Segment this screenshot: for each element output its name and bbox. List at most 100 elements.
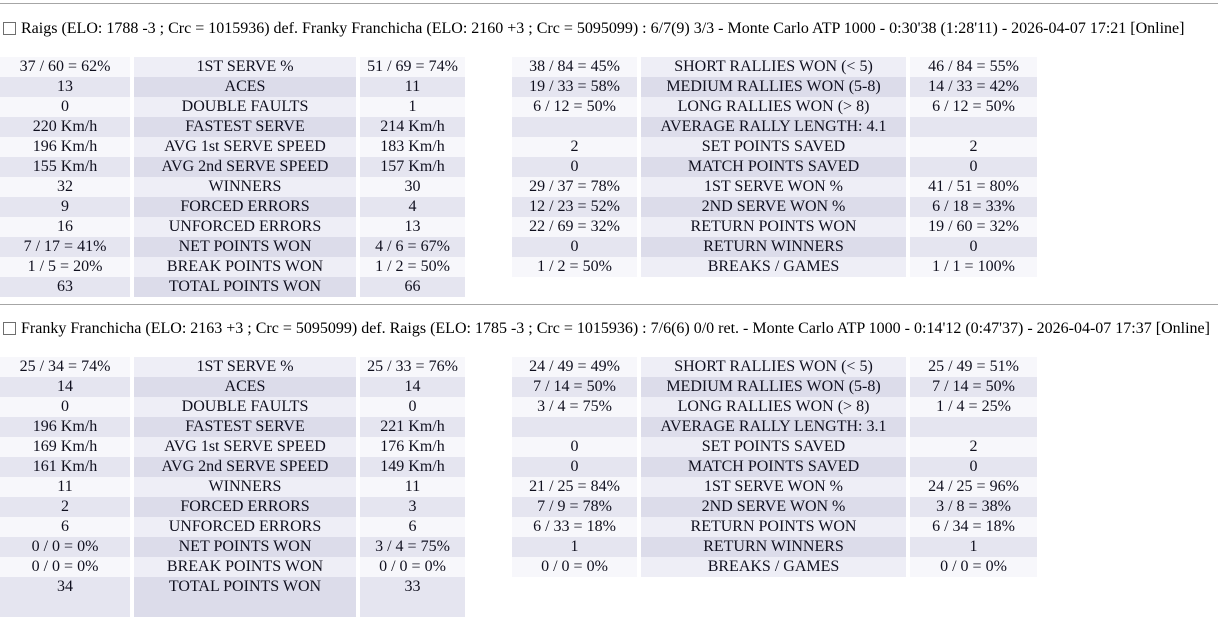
stat-value-p2: 25 / 33 = 76%	[360, 357, 465, 377]
stat-label: ACES	[134, 377, 356, 397]
stat-value-p2: 46 / 84 = 55%	[910, 57, 1037, 77]
rally-stats-table: 24 / 49 = 49% SHORT RALLIES WON (< 5) 25 /…	[512, 357, 1037, 577]
stat-value-p2: 24 / 25 = 96%	[910, 477, 1037, 497]
match-select-checkbox[interactable]	[3, 22, 16, 35]
stat-label: AVERAGE RALLY LENGTH: 3.1	[641, 417, 906, 437]
stat-label: DOUBLE FAULTS	[134, 397, 356, 417]
stat-value-p1: 169 Km/h	[0, 437, 130, 457]
stat-value-p2: 1 / 4 = 25%	[910, 397, 1037, 417]
stat-label: SET POINTS SAVED	[641, 137, 906, 157]
stat-value-p2: 3 / 4 = 75%	[360, 537, 465, 557]
stat-value-p2: 0	[910, 237, 1037, 257]
stat-value-p2: 214 Km/h	[360, 117, 465, 137]
stat-value-p2: 221 Km/h	[360, 417, 465, 437]
stat-value-p2: 2	[910, 437, 1037, 457]
stat-value-p2: 6 / 18 = 33%	[910, 197, 1037, 217]
stat-value-p2: 2	[910, 137, 1037, 157]
stat-label: SHORT RALLIES WON (< 5)	[641, 357, 906, 377]
stat-value-p1: 9	[0, 197, 130, 217]
stat-value-p2: 3	[360, 497, 465, 517]
stat-value-p2	[910, 417, 1037, 437]
stat-value-p1: 0	[0, 397, 130, 417]
stat-label: TOTAL POINTS WON	[134, 277, 356, 297]
stat-value-p2: 11	[360, 477, 465, 497]
stat-value-p1: 11	[0, 477, 130, 497]
stat-label: RETURN POINTS WON	[641, 517, 906, 537]
stat-value-p1: 7 / 14 = 50%	[512, 377, 637, 397]
stat-value-p2: 30	[360, 177, 465, 197]
stat-value-p1: 1	[512, 537, 637, 557]
stat-label: NET POINTS WON	[134, 537, 356, 557]
stat-label: FORCED ERRORS	[134, 497, 356, 517]
stat-label: 1ST SERVE WON %	[641, 177, 906, 197]
stat-value-p1: 2	[512, 137, 637, 157]
stat-label: AVERAGE RALLY LENGTH: 4.1	[641, 117, 906, 137]
stat-label: DOUBLE FAULTS	[134, 97, 356, 117]
stat-value-p1: 0	[512, 237, 637, 257]
stat-value-p1: 29 / 37 = 78%	[512, 177, 637, 197]
stat-value-p1: 3 / 4 = 75%	[512, 397, 637, 417]
stat-label: AVG 1st SERVE SPEED	[134, 137, 356, 157]
stat-label: AVG 1st SERVE SPEED	[134, 437, 356, 457]
stat-value-p1: 24 / 49 = 49%	[512, 357, 637, 377]
stat-value-p1: 32	[0, 177, 130, 197]
stat-label: BREAK POINTS WON	[134, 557, 356, 577]
stat-value-p2: 41 / 51 = 80%	[910, 177, 1037, 197]
stat-value-p1: 22 / 69 = 32%	[512, 217, 637, 237]
stat-label: SHORT RALLIES WON (< 5)	[641, 57, 906, 77]
stat-label: FASTEST SERVE	[134, 117, 356, 137]
stat-value-p1: 21 / 25 = 84%	[512, 477, 637, 497]
stat-value-p1: 6	[0, 517, 130, 537]
match-title-row: Franky Franchicha (ELO: 2163 +3 ; Crc = …	[3, 320, 1210, 337]
match-result-title: Raigs (ELO: 1788 -3 ; Crc = 1015936) def…	[21, 20, 1185, 37]
stat-value-p2: 0	[910, 157, 1037, 177]
stat-label: FORCED ERRORS	[134, 197, 356, 217]
stat-value-p2: 19 / 60 = 32%	[910, 217, 1037, 237]
stat-label: 1ST SERVE %	[134, 357, 356, 377]
stat-label: ACES	[134, 77, 356, 97]
stat-label: UNFORCED ERRORS	[134, 517, 356, 537]
match-select-checkbox[interactable]	[3, 322, 16, 335]
stat-value-p2: 4	[360, 197, 465, 217]
stat-value-p1	[512, 417, 637, 437]
stat-value-p1: 0	[512, 157, 637, 177]
stat-value-p1	[512, 117, 637, 137]
stat-value-p2: 1 / 2 = 50%	[360, 257, 465, 277]
top-divider	[0, 3, 1218, 4]
stat-value-p1: 25 / 34 = 74%	[0, 357, 130, 377]
stat-value-p2: 66	[360, 277, 465, 297]
cutoff-row-cell	[134, 597, 356, 617]
stat-value-p1: 1 / 2 = 50%	[512, 257, 637, 277]
stat-label: LONG RALLIES WON (> 8)	[641, 97, 906, 117]
stat-label: AVG 2nd SERVE SPEED	[134, 457, 356, 477]
stat-value-p2: 33	[360, 577, 465, 597]
stat-label: RETURN WINNERS	[641, 537, 906, 557]
stat-label: NET POINTS WON	[134, 237, 356, 257]
stat-value-p1: 16	[0, 217, 130, 237]
stat-value-p1: 6 / 33 = 18%	[512, 517, 637, 537]
stat-label: 2ND SERVE WON %	[641, 497, 906, 517]
stat-label: MEDIUM RALLIES WON (5-8)	[641, 77, 906, 97]
stat-label: SET POINTS SAVED	[641, 437, 906, 457]
stat-label: RETURN POINTS WON	[641, 217, 906, 237]
stat-value-p2: 14 / 33 = 42%	[910, 77, 1037, 97]
stat-value-p2: 6 / 12 = 50%	[910, 97, 1037, 117]
stat-label: RETURN WINNERS	[641, 237, 906, 257]
stat-label: MEDIUM RALLIES WON (5-8)	[641, 377, 906, 397]
stat-value-p1: 0	[512, 437, 637, 457]
stat-value-p1: 7 / 17 = 41%	[0, 237, 130, 257]
stat-value-p2: 157 Km/h	[360, 157, 465, 177]
stat-value-p2: 11	[360, 77, 465, 97]
stat-value-p2: 149 Km/h	[360, 457, 465, 477]
stat-label: 1ST SERVE WON %	[641, 477, 906, 497]
serve-stats-table: 25 / 34 = 74% 1ST SERVE % 25 / 33 = 76% 14 A…	[0, 357, 465, 617]
stat-label: 1ST SERVE %	[134, 57, 356, 77]
cutoff-row-cell	[360, 597, 465, 617]
stat-label: LONG RALLIES WON (> 8)	[641, 397, 906, 417]
stat-value-p1: 7 / 9 = 78%	[512, 497, 637, 517]
stat-value-p1: 38 / 84 = 45%	[512, 57, 637, 77]
stat-value-p1: 37 / 60 = 62%	[0, 57, 130, 77]
stat-value-p1: 196 Km/h	[0, 417, 130, 437]
stat-value-p2: 1 / 1 = 100%	[910, 257, 1037, 277]
